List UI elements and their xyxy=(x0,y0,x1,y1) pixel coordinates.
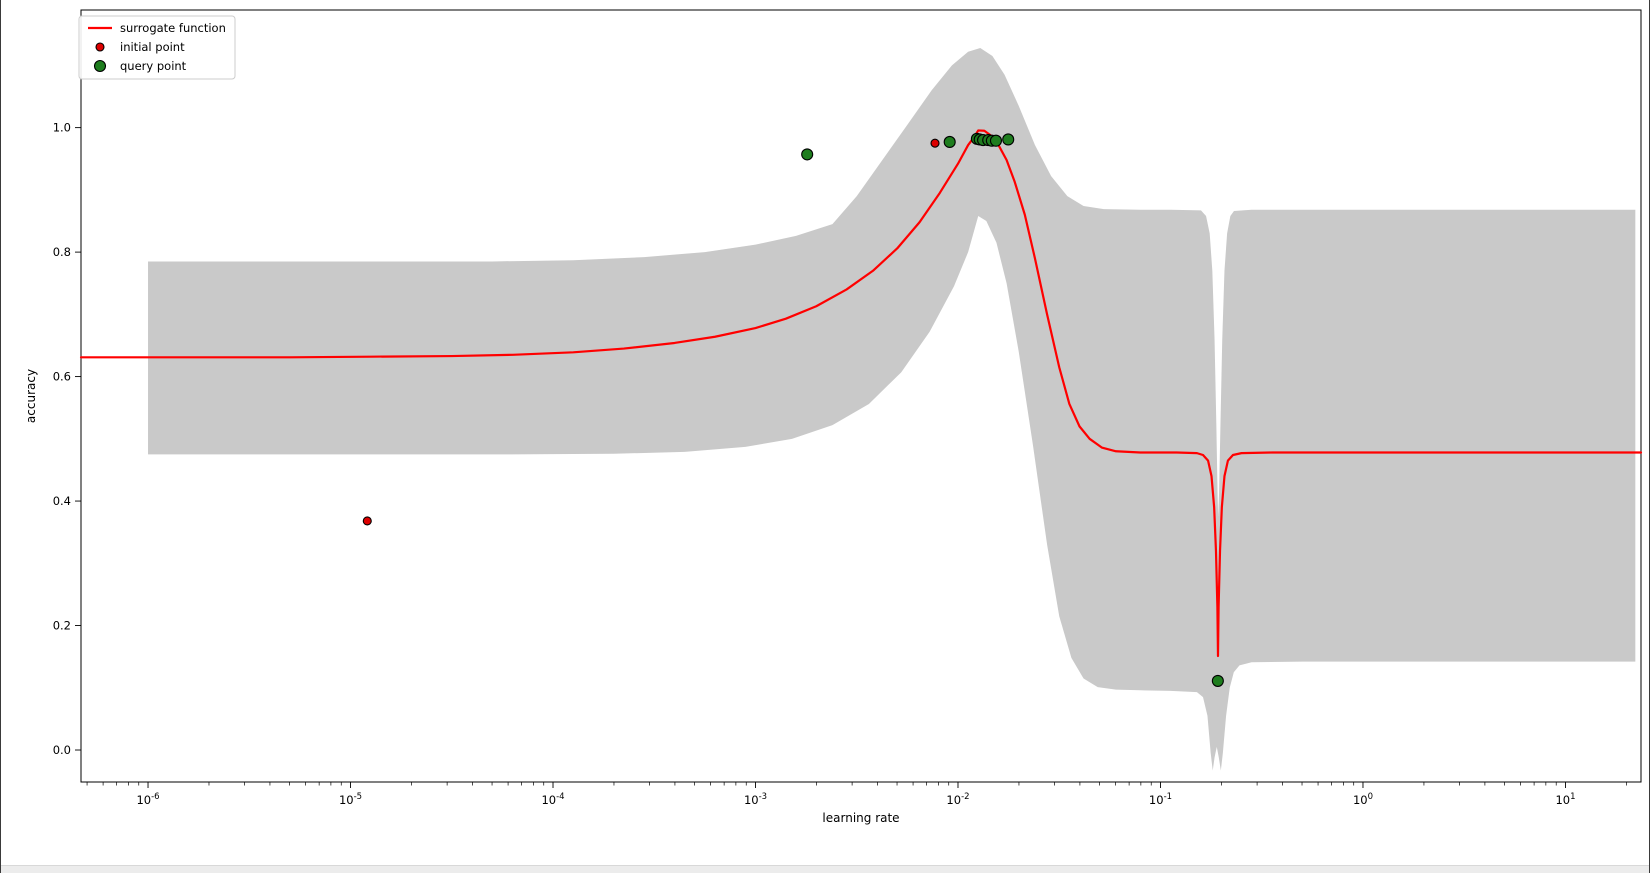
query-points xyxy=(801,132,1224,687)
y-axis-label: accuracy xyxy=(24,369,38,423)
legend-box xyxy=(78,15,236,80)
x-tick-label: 10-4 xyxy=(541,792,564,807)
y-tick-label: 0.4 xyxy=(53,494,71,508)
x-tick-label: 10-6 xyxy=(136,792,159,807)
legend-dot-sample xyxy=(95,42,105,52)
x-tick-label: 101 xyxy=(1555,792,1575,807)
legend-dot-sample xyxy=(93,59,107,73)
query-point-marker xyxy=(801,148,814,161)
window-bottom-edge xyxy=(1,865,1649,873)
surrogate-line xyxy=(79,129,1643,658)
query-point-marker xyxy=(1002,133,1015,146)
x-axis: 10-6 10-5 10-4 10-3 10-2 10-1 100 101 learning r… xyxy=(86,782,1627,825)
y-tick-label: 0.0 xyxy=(53,743,71,757)
query-point-marker xyxy=(943,135,956,148)
surrogate-line-path xyxy=(79,129,1643,658)
query-point-marker xyxy=(989,134,1003,147)
x-axis-label: learning rate xyxy=(822,811,899,825)
x-tick-label: 10-3 xyxy=(744,792,767,807)
legend: surrogate function initial point query poi… xyxy=(78,15,236,80)
x-tick-label: 100 xyxy=(1353,792,1373,807)
legend-entry-label: query point xyxy=(120,59,187,73)
y-tick-label: 0.2 xyxy=(53,619,71,633)
uncertainty-band-area xyxy=(148,47,1636,771)
axes-spines xyxy=(80,9,1642,783)
initial-points xyxy=(362,138,940,526)
y-tick-label: 0.6 xyxy=(53,370,71,384)
y-tick-label: 0.8 xyxy=(53,245,71,259)
legend-entry-label: surrogate function xyxy=(120,21,226,35)
x-tick-label: 10-1 xyxy=(1149,792,1172,807)
query-point-marker xyxy=(1211,674,1224,687)
x-tick-label: 10-2 xyxy=(946,792,969,807)
y-tick-label: 1.0 xyxy=(53,121,71,135)
uncertainty-band xyxy=(148,47,1636,771)
y-axis: 0.0 0.2 0.4 0.6 0.8 1.0 accuracy xyxy=(24,121,81,757)
x-tick-label: 10-5 xyxy=(339,792,362,807)
legend-entry-label: initial point xyxy=(120,40,185,54)
initial-point-marker xyxy=(362,516,372,526)
initial-point-marker xyxy=(930,138,940,148)
